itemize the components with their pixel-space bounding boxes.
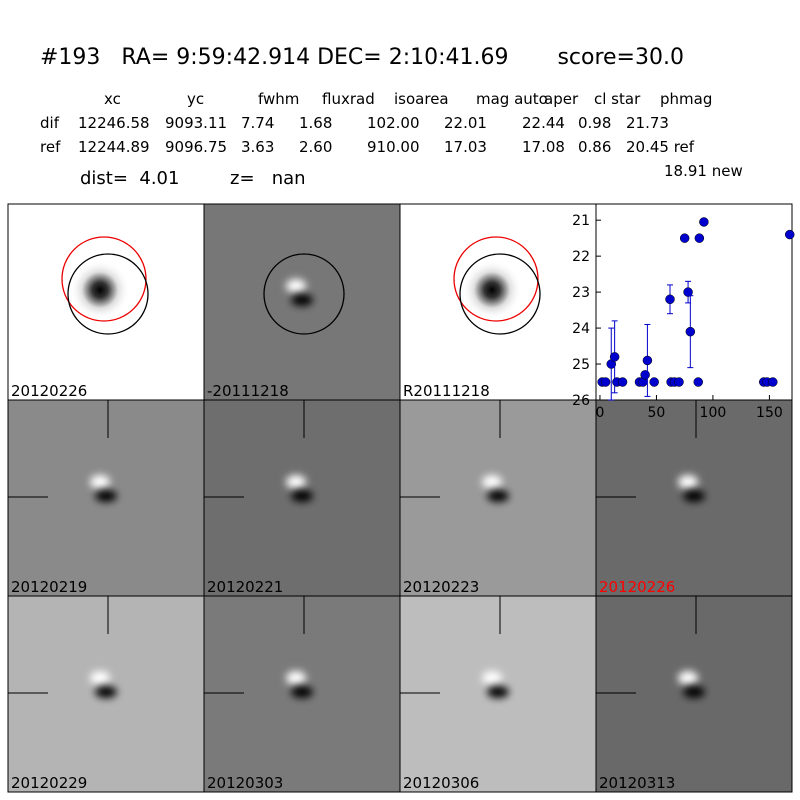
red-circle — [453, 236, 539, 322]
column-header: aper — [544, 90, 579, 108]
column-header: fluxrad — [322, 90, 375, 108]
cell: 21.73 — [626, 114, 669, 132]
column-header: fwhm — [258, 90, 299, 108]
y-tick-label: 26 — [572, 393, 590, 409]
column-header: cl star — [594, 90, 641, 108]
column-header: yc — [187, 90, 204, 108]
y-tick-label: 25 — [572, 357, 590, 373]
x-tick-label: 100 — [700, 405, 727, 421]
cell: 7.74 — [241, 114, 274, 132]
x-tick-label: 50 — [648, 405, 666, 421]
cell: 0.98 — [578, 114, 611, 132]
point — [674, 377, 684, 387]
x-tick-label: 150 — [756, 405, 783, 421]
panel-label: 20120219 — [11, 578, 87, 596]
point — [683, 287, 693, 297]
cell: 2.60 — [299, 138, 332, 156]
cell: 22.44 — [522, 114, 565, 132]
panel-label: 20120313 — [599, 774, 675, 792]
panel-label: 20120221 — [207, 578, 283, 596]
black-circle — [67, 253, 149, 335]
point — [642, 355, 653, 366]
panel-label: 20120306 — [403, 774, 479, 792]
x-tick-label: 0 — [595, 405, 604, 421]
dipole-dark — [487, 686, 509, 698]
dist: dist= 4.01 — [80, 168, 179, 189]
point — [699, 217, 709, 227]
cell: 9093.11 — [165, 114, 227, 132]
point — [640, 370, 650, 380]
point — [693, 377, 703, 387]
extra: 18.91 new — [664, 162, 743, 180]
point — [784, 229, 795, 240]
dipole-dark — [291, 490, 313, 502]
black-circle — [459, 253, 541, 335]
z: z= nan — [230, 168, 306, 189]
cell: 20.45 ref — [626, 138, 695, 156]
dipole-bright — [90, 671, 110, 685]
dipole-bright — [90, 475, 110, 489]
dipole-dark — [95, 490, 117, 502]
point — [600, 377, 611, 387]
cell: 22.01 — [444, 114, 487, 132]
panel-label: 20120223 — [403, 578, 479, 596]
panel-label: R20111218 — [403, 382, 490, 400]
point — [609, 352, 620, 362]
dipole-bright — [286, 475, 306, 489]
y-tick-label: 23 — [572, 285, 590, 301]
cell: 102.00 — [367, 114, 420, 132]
dipole-bright — [286, 671, 306, 685]
cell: 1.68 — [299, 114, 332, 132]
cell: 910.00 — [367, 138, 420, 156]
star — [70, 260, 130, 320]
panel-label: 20120229 — [11, 774, 87, 792]
point — [768, 377, 778, 387]
dipole-bright — [482, 671, 502, 685]
cell: 0.86 — [578, 138, 611, 156]
star — [462, 260, 522, 320]
dipole-bright — [286, 279, 306, 293]
column-header: isoarea — [394, 90, 449, 108]
title: #193 RA= 9:59:42.914 DEC= 2:10:41.69 sco… — [40, 45, 684, 70]
cell: 12244.89 — [78, 138, 150, 156]
dipole-dark — [291, 686, 313, 698]
column-header: phmag — [660, 90, 712, 108]
dipole-dark — [683, 686, 705, 698]
dipole-bright — [482, 475, 502, 489]
panel-label: 20120303 — [207, 774, 283, 792]
panel-label: 20120226 — [599, 578, 675, 596]
point — [617, 377, 628, 387]
dipole-dark — [683, 490, 705, 502]
column-header: mag auto — [476, 90, 548, 108]
dipole-bright — [678, 671, 698, 685]
cell: 12246.58 — [78, 114, 150, 132]
y-tick-label: 21 — [572, 213, 590, 229]
point — [694, 233, 705, 243]
panel-label: -20111218 — [207, 382, 289, 400]
cell: 17.08 — [522, 138, 565, 156]
y-tick-label: 22 — [572, 249, 590, 265]
red-circle — [61, 236, 147, 322]
panel-label: 20120226 — [11, 382, 87, 400]
cell: 17.03 — [444, 138, 487, 156]
plot-area — [595, 203, 793, 401]
dipole-dark — [291, 294, 313, 306]
point — [665, 294, 675, 305]
column-header: xc — [104, 90, 121, 108]
black-circle — [263, 253, 345, 335]
row-name: ref — [40, 138, 61, 156]
dipole-dark — [95, 686, 117, 698]
dipole-bright — [678, 475, 698, 489]
cell: 9096.75 — [165, 138, 227, 156]
dipole-dark — [487, 490, 509, 502]
point — [649, 377, 659, 387]
row-name: dif — [40, 114, 60, 132]
point — [679, 233, 690, 243]
point — [685, 326, 696, 337]
cell: 3.63 — [241, 138, 274, 156]
y-tick-label: 24 — [572, 321, 590, 337]
